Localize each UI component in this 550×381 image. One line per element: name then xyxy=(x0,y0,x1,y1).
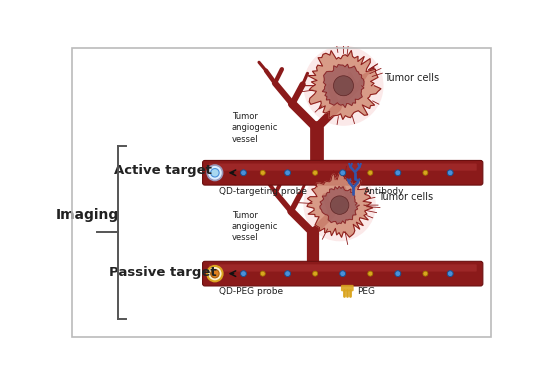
Circle shape xyxy=(285,271,290,277)
Text: Tumor
angiogenic
vessel: Tumor angiogenic vessel xyxy=(232,211,278,242)
Polygon shape xyxy=(308,50,381,119)
Circle shape xyxy=(240,271,246,277)
Text: Imaging: Imaging xyxy=(56,208,119,222)
Polygon shape xyxy=(320,186,359,224)
Circle shape xyxy=(304,46,383,126)
Text: QD-PEG probe: QD-PEG probe xyxy=(219,288,283,296)
Circle shape xyxy=(211,168,219,177)
Circle shape xyxy=(340,271,345,277)
Circle shape xyxy=(260,271,265,276)
Text: PEG: PEG xyxy=(358,288,375,296)
Circle shape xyxy=(423,170,428,175)
Text: Antibody: Antibody xyxy=(364,187,404,195)
Circle shape xyxy=(423,271,428,276)
Polygon shape xyxy=(322,64,364,107)
Circle shape xyxy=(333,76,354,96)
Circle shape xyxy=(395,271,401,277)
Circle shape xyxy=(340,170,345,176)
Circle shape xyxy=(207,165,223,181)
Circle shape xyxy=(240,170,246,176)
Circle shape xyxy=(395,170,401,176)
Circle shape xyxy=(313,170,317,175)
FancyBboxPatch shape xyxy=(209,264,477,272)
Circle shape xyxy=(447,271,453,277)
Circle shape xyxy=(211,269,219,278)
Circle shape xyxy=(260,170,265,175)
Circle shape xyxy=(285,170,290,176)
Circle shape xyxy=(207,266,223,281)
Circle shape xyxy=(313,271,317,276)
Text: QD-targeting probe: QD-targeting probe xyxy=(219,187,307,195)
Text: Passive target: Passive target xyxy=(109,266,216,279)
Circle shape xyxy=(331,196,349,215)
Text: Tumor
angiogenic
vessel: Tumor angiogenic vessel xyxy=(232,112,278,144)
Circle shape xyxy=(304,169,376,241)
FancyBboxPatch shape xyxy=(341,285,354,291)
Circle shape xyxy=(447,170,453,176)
Circle shape xyxy=(368,271,373,276)
Circle shape xyxy=(368,170,373,175)
Text: Tumor cells: Tumor cells xyxy=(384,73,439,83)
Polygon shape xyxy=(307,173,373,237)
FancyBboxPatch shape xyxy=(209,163,477,171)
Text: Tumor cells: Tumor cells xyxy=(378,192,433,202)
FancyBboxPatch shape xyxy=(202,261,483,286)
Text: Active target: Active target xyxy=(114,164,211,177)
FancyBboxPatch shape xyxy=(202,160,483,185)
